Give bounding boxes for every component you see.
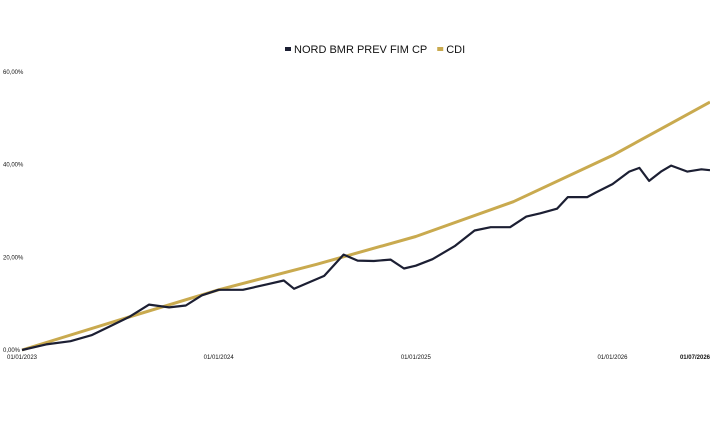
x-axis: 01/01/2023 01/01/2024 01/01/2025 01/01/2026… xyxy=(7,355,710,361)
series-line-nord-bmr xyxy=(21,164,710,352)
y-tick-label: 40,00% xyxy=(3,163,24,169)
x-tick-label: 01/07/2026 xyxy=(680,355,710,361)
series-line-cdi xyxy=(21,100,710,352)
y-axis: 0,00% 20,00% 40,00% 60,00% xyxy=(3,70,24,354)
legend: NORD BMR PREV FIM CP CDI xyxy=(285,44,465,56)
legend-swatch xyxy=(437,47,444,51)
legend-swatch xyxy=(285,47,291,51)
legend-label: NORD BMR PREV FIM CP xyxy=(294,44,427,56)
x-tick-label: 01/01/2025 xyxy=(401,355,432,361)
y-tick-label: 60,00% xyxy=(3,70,24,76)
x-tick-label: 01/01/2026 xyxy=(597,355,628,361)
y-tick-label: 20,00% xyxy=(3,255,24,261)
x-tick-label: 01/01/2024 xyxy=(204,355,235,361)
y-tick-label: 0,00% xyxy=(3,348,21,354)
x-tick-label: 01/01/2023 xyxy=(7,355,38,361)
plot-area xyxy=(21,100,710,352)
legend-label: CDI xyxy=(446,44,465,56)
